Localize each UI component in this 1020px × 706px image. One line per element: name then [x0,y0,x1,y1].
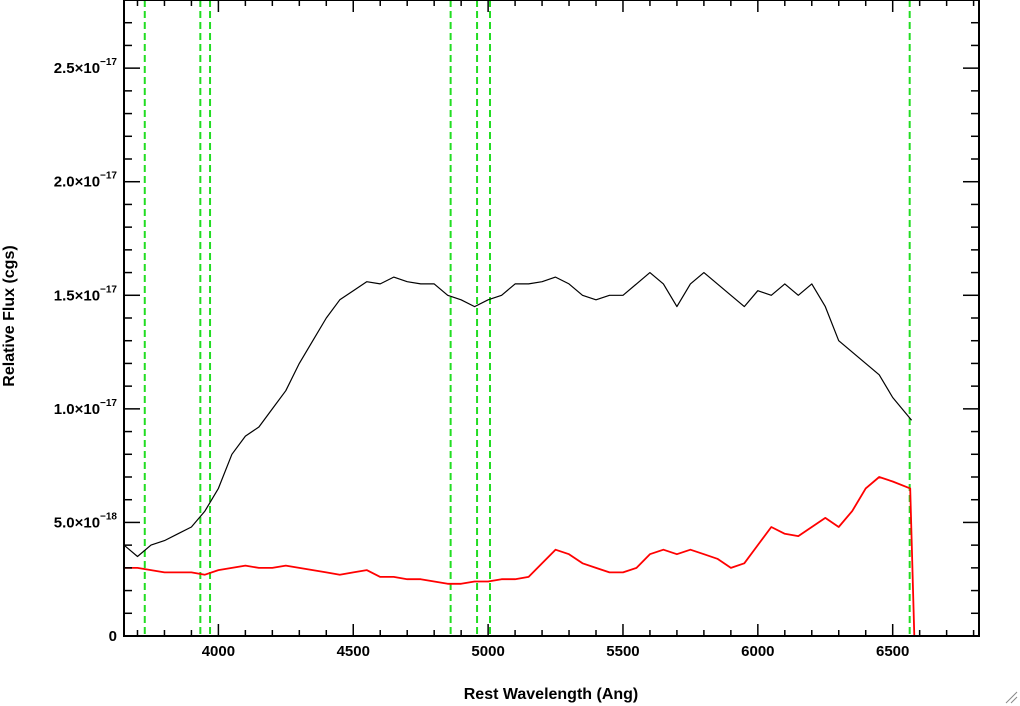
axis-ticks [124,0,979,637]
y-tick-label: 1.0×10−17 [54,398,118,418]
x-tick-label: 5500 [606,643,639,660]
y-tick-exponent: −17 [100,171,117,182]
y-tick-label: 2.5×10−17 [54,57,118,77]
y-tick-label: 1.5×10−17 [54,284,118,304]
x-tick-label: 5000 [471,643,504,660]
resize-grip-icon[interactable] [1004,690,1018,704]
spectrum-series [123,272,979,637]
x-axis-title: Rest Wavelength (Ang) [464,686,639,703]
y-tick-exponent: −17 [100,398,117,409]
y-tick-labels: 0 5.0×10−18 1.0×10−17 1.5×10−17 2.0×10−17 2.5… [54,57,118,645]
x-tick-label: 6000 [741,643,774,660]
y-tick-label: 0 [109,628,117,645]
y-tick-exponent: −17 [100,57,117,68]
emission-line-markers [143,0,911,636]
x-tick-label: 4500 [337,643,370,660]
y-tick-label: 5.0×10−18 [54,511,118,531]
spectrum-series-line [124,476,979,637]
y-tick-label: 2.0×10−17 [54,171,118,191]
x-tick-label: 6500 [876,643,909,660]
spectrum-series-line [123,272,913,558]
x-tick-labels: 4000 4500 5000 5500 6000 6500 [202,643,910,660]
x-tick-label: 4000 [202,643,235,660]
y-axis-title: Relative Flux (cgs) [1,245,18,386]
plot-frame [123,0,980,637]
y-tick-exponent: −18 [100,511,117,522]
y-tick-exponent: −17 [100,284,117,295]
